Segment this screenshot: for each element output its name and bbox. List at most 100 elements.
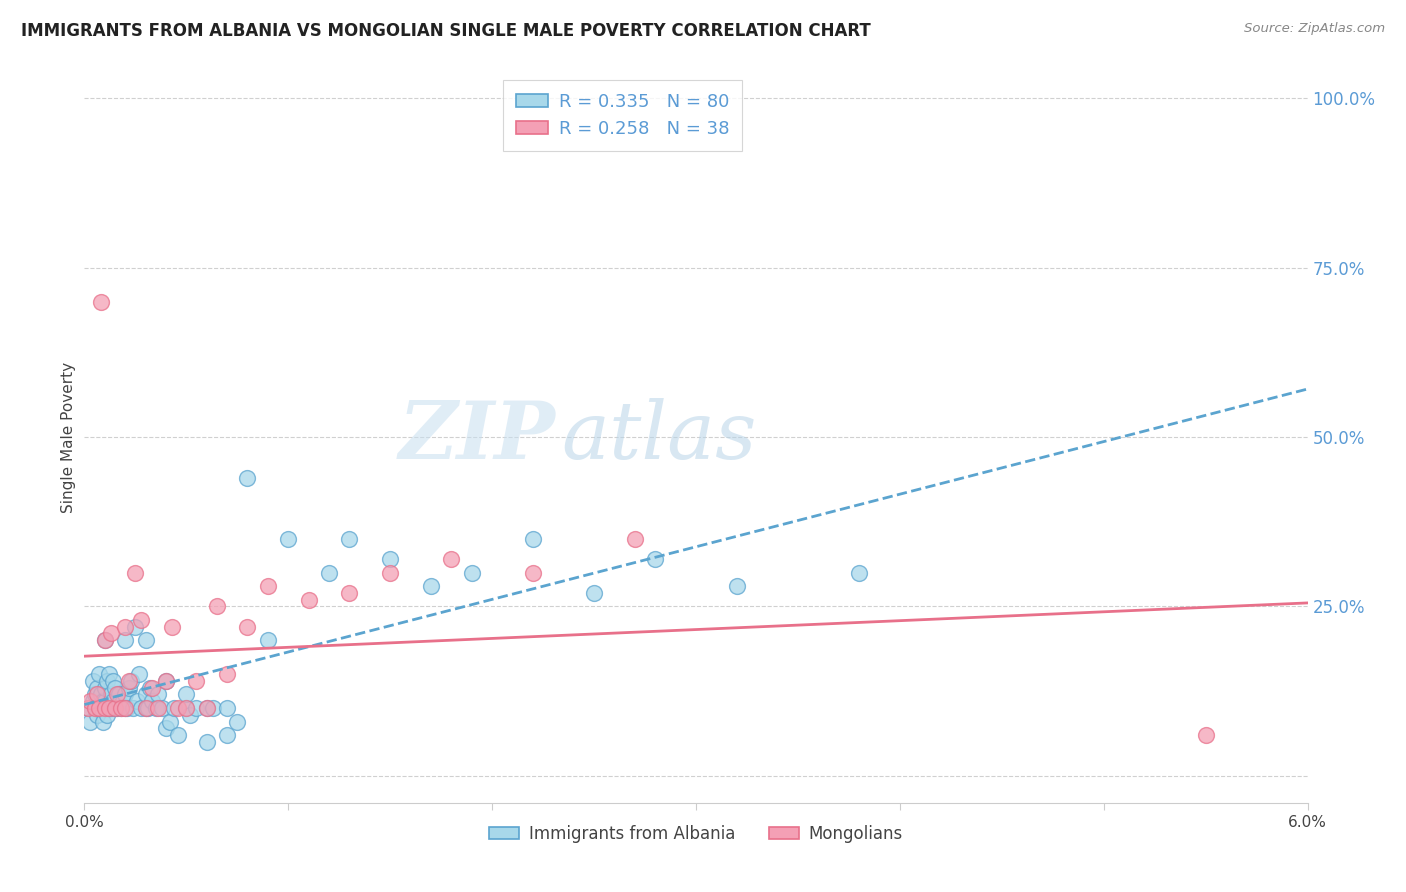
Point xyxy=(131,701,153,715)
Point xyxy=(440,552,463,566)
Point xyxy=(110,701,132,715)
Point xyxy=(135,688,157,702)
Point xyxy=(195,701,218,715)
Point xyxy=(339,586,361,600)
Point xyxy=(155,721,177,735)
Point xyxy=(82,694,104,708)
Point xyxy=(97,701,120,715)
Point xyxy=(87,701,110,715)
Point xyxy=(257,633,280,648)
Point xyxy=(298,592,321,607)
Point xyxy=(217,701,239,715)
Point xyxy=(120,673,142,688)
Point xyxy=(122,701,145,715)
Point xyxy=(90,294,112,309)
Point xyxy=(155,673,177,688)
Point xyxy=(160,620,183,634)
Point xyxy=(124,620,146,634)
Point xyxy=(146,701,169,715)
Point xyxy=(135,701,157,715)
Point xyxy=(380,552,402,566)
Point xyxy=(86,707,108,722)
Point xyxy=(114,701,136,715)
Point xyxy=(104,701,127,715)
Point xyxy=(138,681,160,695)
Point xyxy=(145,701,167,715)
Point xyxy=(118,681,141,695)
Point xyxy=(97,667,120,681)
Point xyxy=(110,701,132,715)
Point xyxy=(217,728,239,742)
Point xyxy=(115,701,138,715)
Point xyxy=(522,566,544,580)
Point xyxy=(167,728,190,742)
Point xyxy=(318,566,340,580)
Point xyxy=(108,688,131,702)
Point xyxy=(112,694,135,708)
Point xyxy=(226,714,249,729)
Point xyxy=(128,667,150,681)
Text: atlas: atlas xyxy=(561,399,756,475)
Point xyxy=(644,552,666,566)
Point xyxy=(420,579,443,593)
Point xyxy=(179,707,201,722)
Point xyxy=(141,681,163,695)
Point xyxy=(93,701,117,715)
Point xyxy=(277,532,299,546)
Point xyxy=(93,681,117,695)
Point xyxy=(83,701,105,715)
Point xyxy=(101,694,124,708)
Point xyxy=(104,681,127,695)
Point xyxy=(127,694,149,708)
Point xyxy=(141,694,163,708)
Point xyxy=(86,681,108,695)
Point xyxy=(90,701,112,715)
Point xyxy=(136,701,159,715)
Point xyxy=(205,599,228,614)
Point xyxy=(217,667,239,681)
Text: ZIP: ZIP xyxy=(398,399,555,475)
Point xyxy=(93,633,117,648)
Point xyxy=(114,701,136,715)
Y-axis label: Single Male Poverty: Single Male Poverty xyxy=(60,361,76,513)
Point xyxy=(83,701,105,715)
Point xyxy=(155,673,177,688)
Point xyxy=(105,701,128,715)
Point xyxy=(176,701,198,715)
Point xyxy=(124,566,146,580)
Point xyxy=(186,701,208,715)
Point xyxy=(118,673,141,688)
Point xyxy=(176,701,198,715)
Point xyxy=(93,701,117,715)
Point xyxy=(725,579,748,593)
Point xyxy=(91,714,114,729)
Point xyxy=(96,707,118,722)
Point xyxy=(1195,728,1218,742)
Point xyxy=(77,701,100,715)
Point xyxy=(461,566,484,580)
Point xyxy=(83,688,105,702)
Point xyxy=(93,633,117,648)
Point xyxy=(100,701,122,715)
Point xyxy=(96,673,118,688)
Point xyxy=(131,613,153,627)
Point xyxy=(159,714,181,729)
Point xyxy=(114,688,136,702)
Point xyxy=(150,701,173,715)
Point xyxy=(135,701,157,715)
Point xyxy=(77,701,100,715)
Text: IMMIGRANTS FROM ALBANIA VS MONGOLIAN SINGLE MALE POVERTY CORRELATION CHART: IMMIGRANTS FROM ALBANIA VS MONGOLIAN SIN… xyxy=(21,22,870,40)
Point xyxy=(583,586,606,600)
Point xyxy=(186,673,208,688)
Point xyxy=(114,633,136,648)
Point xyxy=(105,688,128,702)
Point xyxy=(176,688,198,702)
Point xyxy=(236,471,259,485)
Point xyxy=(90,688,112,702)
Point xyxy=(87,701,110,715)
Point xyxy=(167,701,190,715)
Point xyxy=(91,694,114,708)
Legend: Immigrants from Albania, Mongolians: Immigrants from Albania, Mongolians xyxy=(482,818,910,849)
Point xyxy=(97,701,120,715)
Point xyxy=(101,673,124,688)
